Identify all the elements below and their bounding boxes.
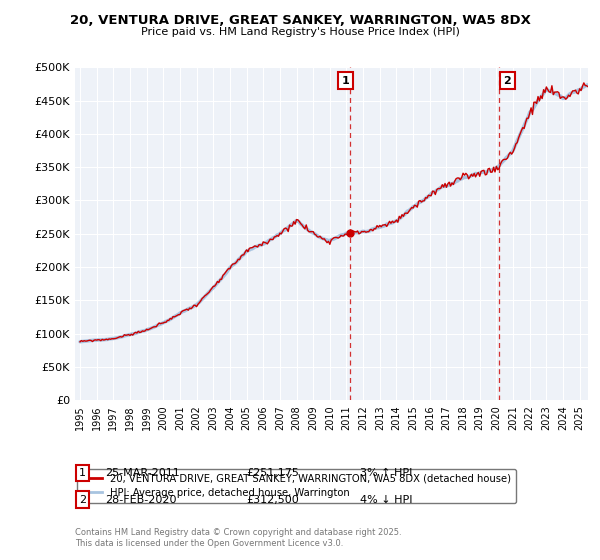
Text: 2: 2 bbox=[503, 76, 511, 86]
Text: 28-FEB-2020: 28-FEB-2020 bbox=[105, 494, 176, 505]
Text: 1: 1 bbox=[341, 76, 349, 86]
Text: 20, VENTURA DRIVE, GREAT SANKEY, WARRINGTON, WA5 8DX: 20, VENTURA DRIVE, GREAT SANKEY, WARRING… bbox=[70, 14, 530, 27]
Text: 2: 2 bbox=[79, 494, 86, 505]
Text: Price paid vs. HM Land Registry's House Price Index (HPI): Price paid vs. HM Land Registry's House … bbox=[140, 27, 460, 37]
Text: Contains HM Land Registry data © Crown copyright and database right 2025.
This d: Contains HM Land Registry data © Crown c… bbox=[75, 528, 401, 548]
Text: 1: 1 bbox=[79, 468, 86, 478]
Text: £312,500: £312,500 bbox=[246, 494, 299, 505]
Text: 3% ↑ HPI: 3% ↑ HPI bbox=[360, 468, 412, 478]
Text: 25-MAR-2011: 25-MAR-2011 bbox=[105, 468, 180, 478]
Text: 4% ↓ HPI: 4% ↓ HPI bbox=[360, 494, 413, 505]
Legend: 20, VENTURA DRIVE, GREAT SANKEY, WARRINGTON, WA5 8DX (detached house), HPI: Aver: 20, VENTURA DRIVE, GREAT SANKEY, WARRING… bbox=[77, 469, 517, 503]
Text: £251,175: £251,175 bbox=[246, 468, 299, 478]
